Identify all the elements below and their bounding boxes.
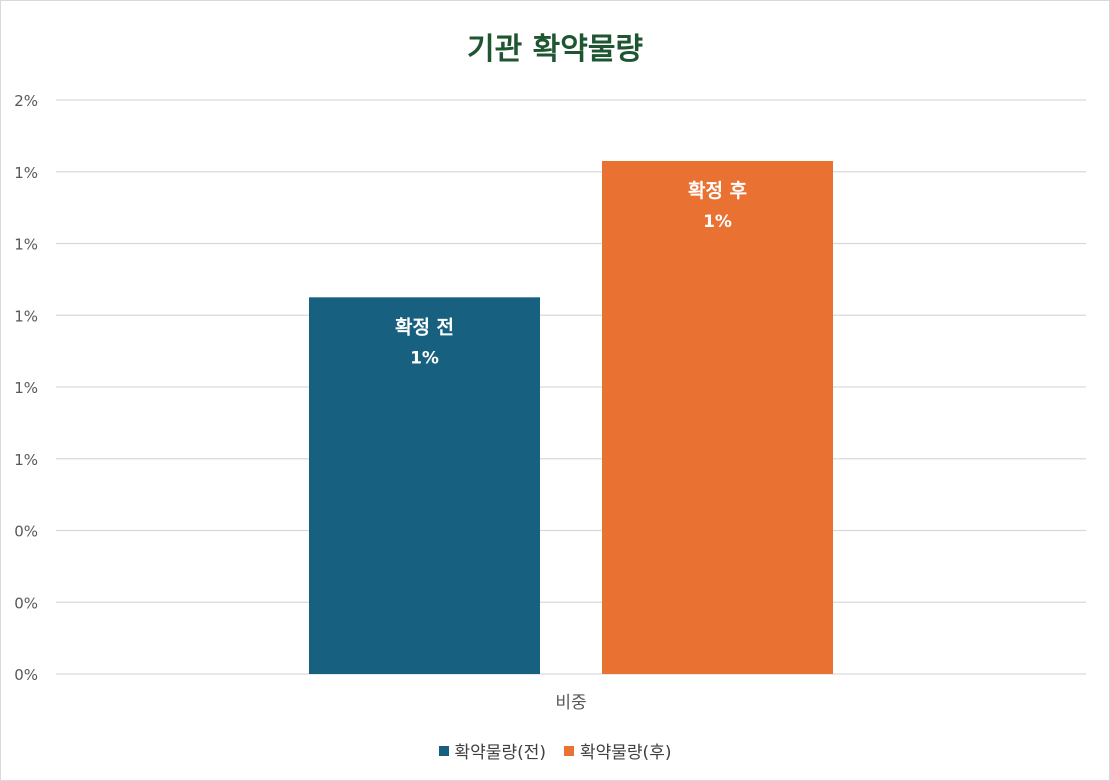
y-tick-label: 1% xyxy=(14,236,38,254)
legend-item-after: 확약물량(후) xyxy=(564,738,671,763)
legend-label-before: 확약물량(전) xyxy=(454,743,546,763)
chart-title: 기관 확약물량 xyxy=(466,32,644,67)
bar-after xyxy=(602,160,833,675)
data-label-value: 1% xyxy=(410,348,439,368)
y-tick-label: 2% xyxy=(14,92,38,110)
data-label-name: 확정 후 xyxy=(688,179,747,202)
legend: 확약물량(전) 확약물량(후) xyxy=(0,738,1110,763)
bar-before xyxy=(309,297,540,674)
legend-item-before: 확약물량(전) xyxy=(438,738,546,763)
y-tick-label: 0% xyxy=(14,666,38,684)
y-tick-label: 1% xyxy=(14,451,38,469)
x-category-label: 비중 xyxy=(555,693,586,713)
y-tick-label: 1% xyxy=(14,307,38,325)
legend-label-after: 확약물량(후) xyxy=(580,743,672,763)
legend-swatch-before xyxy=(438,745,449,756)
data-label-value: 1% xyxy=(703,212,732,232)
y-tick-label: 0% xyxy=(14,594,38,612)
legend-swatch-after xyxy=(564,745,574,756)
y-tick-label: 1% xyxy=(14,164,38,182)
y-tick-label: 1% xyxy=(14,379,38,397)
data-label-name: 확정 전 xyxy=(395,315,454,338)
y-tick-label: 0% xyxy=(14,523,38,541)
